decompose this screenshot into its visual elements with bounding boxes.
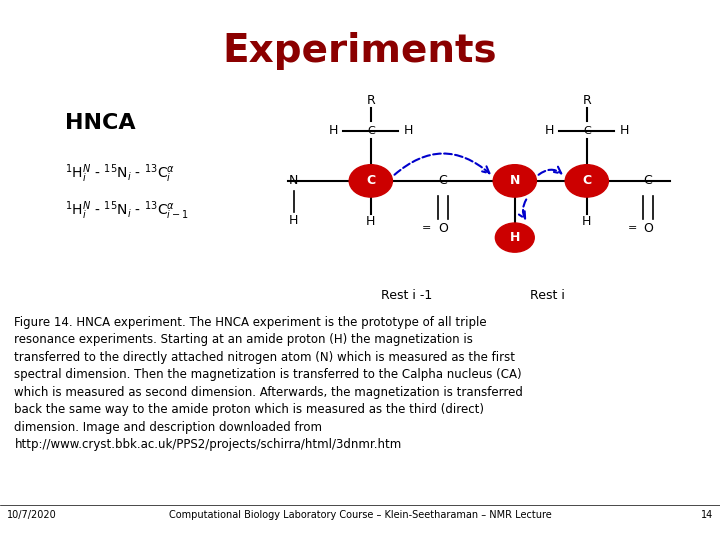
Text: C: C — [438, 174, 447, 187]
Text: C: C — [366, 174, 375, 187]
Text: Rest i -1: Rest i -1 — [381, 289, 433, 302]
Text: HNCA: HNCA — [65, 113, 135, 133]
Text: C: C — [644, 174, 652, 187]
Text: O: O — [643, 222, 653, 235]
Text: N: N — [510, 174, 520, 187]
Text: $^{1}$H$^{N}_{i}$ - $^{15}$N$_{i}$ - $^{13}$C$^{\alpha}_{i}$: $^{1}$H$^{N}_{i}$ - $^{15}$N$_{i}$ - $^{… — [65, 162, 175, 185]
Text: H: H — [328, 124, 338, 137]
FancyArrowPatch shape — [539, 167, 561, 175]
Text: $^{1}$H$^{N}_{i}$ - $^{15}$N$_{i}$ - $^{13}$C$^{\alpha}_{i-1}$: $^{1}$H$^{N}_{i}$ - $^{15}$N$_{i}$ - $^{… — [65, 200, 189, 222]
Text: C: C — [583, 126, 590, 136]
Circle shape — [565, 165, 608, 197]
Text: 10/7/2020: 10/7/2020 — [7, 510, 57, 521]
Text: =: = — [627, 224, 637, 233]
Text: R: R — [582, 94, 591, 107]
Circle shape — [349, 165, 392, 197]
Text: Rest i: Rest i — [530, 289, 564, 302]
Text: C: C — [582, 174, 591, 187]
Text: H: H — [289, 214, 299, 227]
Text: H: H — [619, 124, 629, 137]
Text: 14: 14 — [701, 510, 713, 521]
Text: Experiments: Experiments — [222, 32, 498, 70]
Text: H: H — [582, 215, 592, 228]
Text: H: H — [403, 124, 413, 137]
FancyArrowPatch shape — [395, 153, 490, 175]
Circle shape — [493, 165, 536, 197]
Text: =: = — [422, 224, 432, 233]
Text: H: H — [366, 215, 376, 228]
Circle shape — [495, 223, 534, 252]
Text: O: O — [438, 222, 448, 235]
Text: Computational Biology Laboratory Course – Klein-Seetharaman – NMR Lecture: Computational Biology Laboratory Course … — [168, 510, 552, 521]
Text: C: C — [367, 126, 374, 136]
Text: Figure 14. HNCA experiment. The HNCA experiment is the prototype of all triple
r: Figure 14. HNCA experiment. The HNCA exp… — [14, 316, 523, 451]
Text: H: H — [510, 231, 520, 244]
FancyArrowPatch shape — [519, 199, 526, 219]
Text: H: H — [544, 124, 554, 137]
Text: R: R — [366, 94, 375, 107]
Text: N: N — [289, 174, 299, 187]
